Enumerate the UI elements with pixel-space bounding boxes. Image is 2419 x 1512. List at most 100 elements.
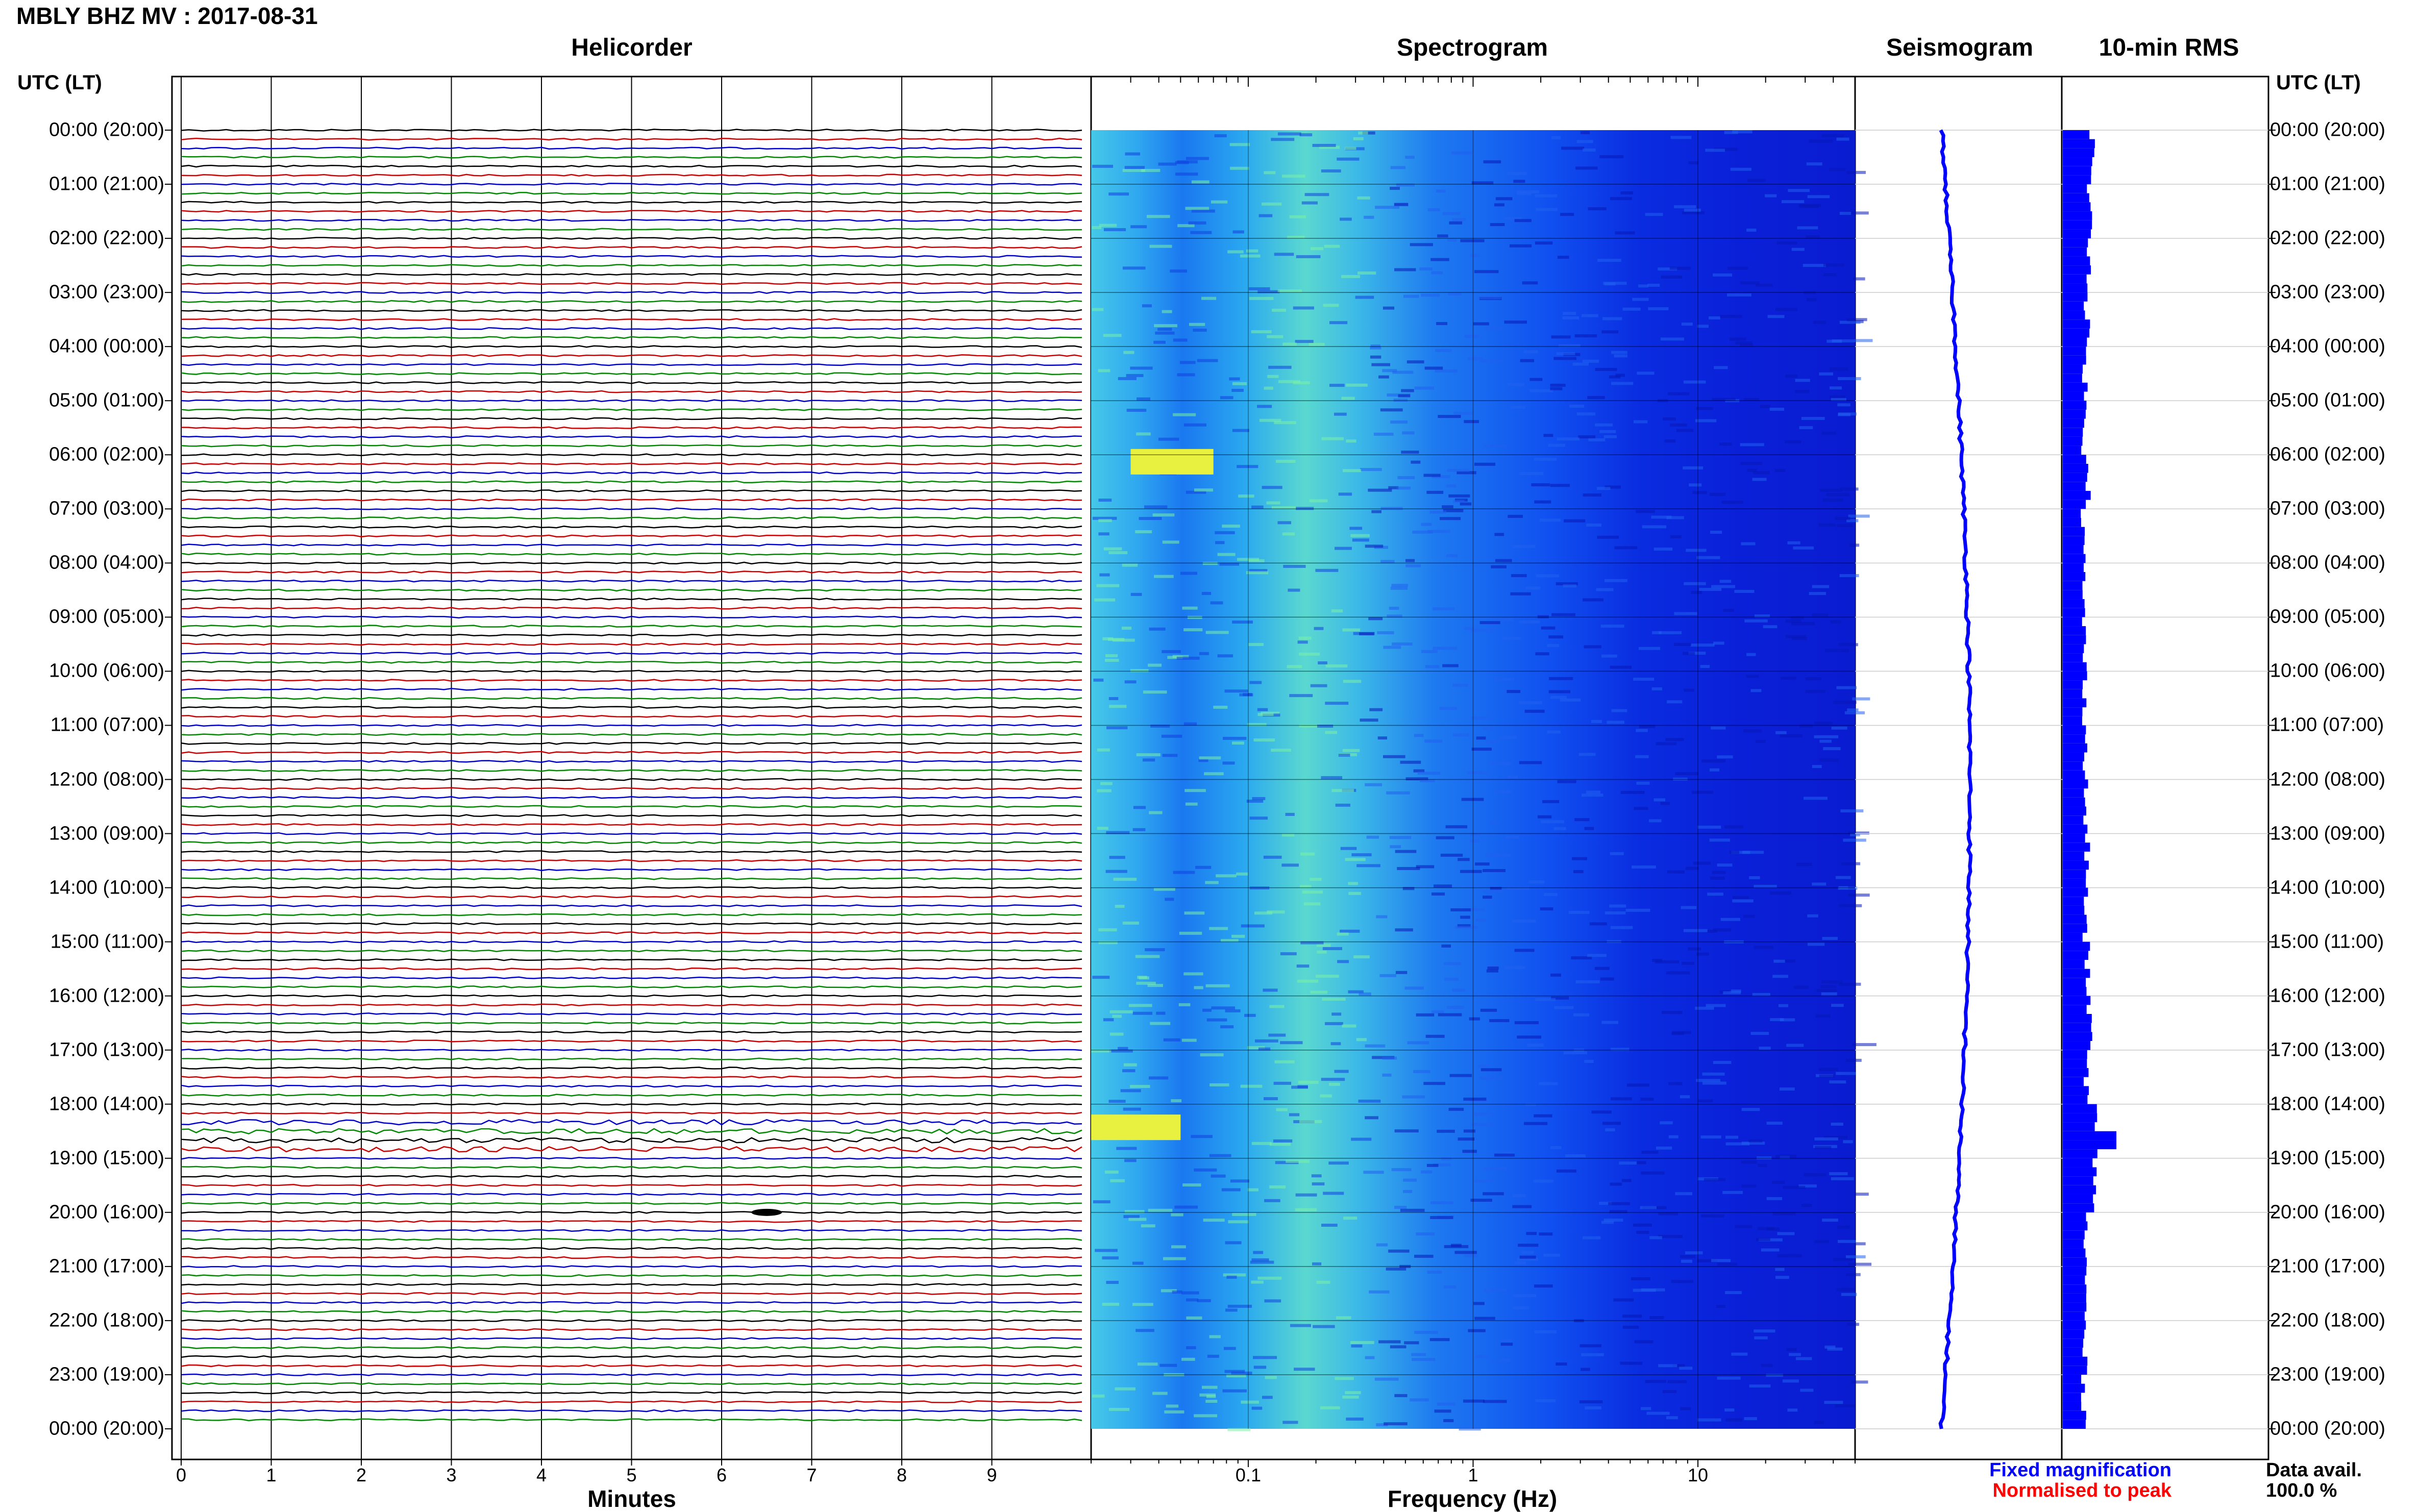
spectrogram-cell bbox=[1253, 1366, 1267, 1369]
spectrogram-cell bbox=[1370, 344, 1380, 348]
rms-bar bbox=[2063, 418, 2084, 428]
helicorder-trace bbox=[181, 679, 1082, 682]
helicorder-trace bbox=[181, 408, 1082, 411]
spectrogram-cell bbox=[1836, 524, 1854, 528]
spectrogram-cell bbox=[1345, 1391, 1361, 1395]
spectrogram-cell bbox=[1376, 1243, 1388, 1247]
spectrogram-cell bbox=[1600, 977, 1614, 981]
spectrogram-cell bbox=[1091, 1049, 1112, 1053]
spectrogram-cell bbox=[1390, 845, 1401, 849]
spectrogram-cell bbox=[1123, 1063, 1137, 1067]
spectrogram-cell bbox=[1645, 213, 1663, 216]
helicorder-trace bbox=[181, 868, 1082, 872]
spectrogram-cell bbox=[1353, 137, 1364, 140]
spectrogram-cell bbox=[1580, 131, 1590, 134]
spectrogram-cell bbox=[1342, 628, 1361, 632]
spectrogram-cell bbox=[1477, 296, 1501, 300]
spectrogram-cell bbox=[1137, 397, 1151, 401]
helicorder-trace bbox=[181, 1274, 1082, 1277]
spectrogram-cell bbox=[1700, 665, 1710, 668]
spectrogram-cell bbox=[1263, 988, 1278, 992]
spectrogram-cell bbox=[1535, 194, 1558, 197]
spectrogram-cell bbox=[1513, 1294, 1537, 1298]
spectrogram-cell bbox=[1274, 253, 1294, 256]
spectrogram-cell bbox=[1544, 893, 1558, 896]
spectrogram-cell bbox=[1839, 982, 1861, 986]
spectrogram-cell bbox=[1390, 420, 1408, 424]
spectrogram-cell bbox=[1351, 1137, 1372, 1141]
spectrogram-cell bbox=[1155, 331, 1175, 335]
spectrogram-cell bbox=[1377, 736, 1388, 740]
spectrogram-cell bbox=[1721, 501, 1743, 504]
helicorder-trace bbox=[181, 796, 1082, 799]
rms-bar bbox=[2063, 1059, 2087, 1069]
spectrogram-cell bbox=[1304, 193, 1329, 196]
spectrogram-cell bbox=[1529, 378, 1543, 381]
spectrogram-cell bbox=[1681, 906, 1697, 909]
rms-bar bbox=[2063, 445, 2082, 455]
spectrogram-cell bbox=[1109, 1032, 1124, 1036]
spectrogram-cell bbox=[1231, 934, 1245, 938]
spectrogram-cell bbox=[1350, 534, 1370, 537]
spectrogram-cell bbox=[1573, 1013, 1590, 1017]
spectrogram-cell bbox=[1470, 908, 1485, 911]
spectrogram-cell bbox=[1230, 1179, 1249, 1183]
helicorder-trace bbox=[181, 1301, 1082, 1304]
spectrogram-cell bbox=[1719, 580, 1732, 583]
rms-bar bbox=[2063, 256, 2090, 266]
rms-bar bbox=[2063, 1167, 2097, 1177]
spectrogram-cell bbox=[1251, 1142, 1272, 1145]
spectrogram-cell bbox=[1666, 516, 1684, 519]
spectrogram-cell bbox=[1641, 1171, 1665, 1175]
rms-bar bbox=[2063, 644, 2084, 654]
spectrogram-cell bbox=[1507, 690, 1521, 693]
spectrogram-cell bbox=[1771, 1181, 1785, 1184]
helicorder-trace bbox=[181, 1184, 1082, 1187]
helicorder-trace bbox=[181, 561, 1082, 565]
time-label-right: 00:00 (20:00) bbox=[2270, 1418, 2386, 1440]
spectrogram-cell bbox=[1254, 911, 1273, 915]
spectrogram-cell bbox=[1483, 889, 1503, 893]
spectrogram-cell bbox=[1730, 167, 1751, 171]
rms-bar bbox=[2063, 599, 2085, 608]
spectrogram-cell bbox=[1249, 681, 1262, 684]
spectrogram-cell bbox=[1761, 1364, 1773, 1367]
spectrogram-cell bbox=[1681, 1259, 1692, 1263]
spectrogram-cell bbox=[1537, 815, 1552, 819]
spectrogram-cell bbox=[1146, 215, 1170, 218]
spectrogram-cell bbox=[1130, 225, 1147, 229]
spectrogram-cell bbox=[1451, 151, 1473, 155]
spectrogram-cell bbox=[1173, 338, 1188, 342]
rms-bar bbox=[2063, 1393, 2081, 1402]
spectrogram-cell bbox=[1240, 1084, 1263, 1088]
spectrogram-cell bbox=[1171, 1213, 1183, 1217]
spectrogram-cell bbox=[1652, 631, 1662, 634]
spectrogram-cell bbox=[1766, 1122, 1783, 1125]
spectrogram-cell bbox=[1649, 1236, 1662, 1240]
spectrogram-cell bbox=[1790, 616, 1804, 619]
spectrogram-cell bbox=[1576, 140, 1593, 143]
spectrogram-cell bbox=[1499, 736, 1517, 739]
helicorder-trace bbox=[181, 1265, 1082, 1268]
spectrogram-cell bbox=[1495, 559, 1512, 562]
time-label-left: 12:00 (08:00) bbox=[48, 769, 164, 790]
spectrogram-cell bbox=[1360, 468, 1382, 472]
spectrogram-cell bbox=[1642, 525, 1667, 529]
spectrogram-cell bbox=[1602, 1122, 1621, 1125]
spectrogram-cell bbox=[1547, 644, 1560, 648]
spectrogram-cell bbox=[1249, 296, 1274, 300]
spectrogram-cell bbox=[1550, 383, 1566, 387]
spectrogram-cell bbox=[1583, 598, 1603, 602]
helicorder-trace bbox=[181, 1319, 1082, 1322]
spectrogram-cell bbox=[1382, 369, 1397, 373]
spectrogram-cell bbox=[1181, 1038, 1197, 1042]
spectrogram-cell bbox=[1786, 1044, 1804, 1047]
helicorder-tick-label: 4 bbox=[536, 1465, 547, 1485]
spectrogram-cell bbox=[1480, 1068, 1502, 1072]
helicorder-trace bbox=[181, 1193, 1082, 1196]
spectrogram-cell bbox=[1137, 1362, 1158, 1366]
spectrogram-cell bbox=[1287, 665, 1302, 668]
spectrogram-cell bbox=[1836, 686, 1857, 689]
helicorder-trace bbox=[181, 1256, 1082, 1259]
spectrogram-cell bbox=[1519, 472, 1544, 475]
